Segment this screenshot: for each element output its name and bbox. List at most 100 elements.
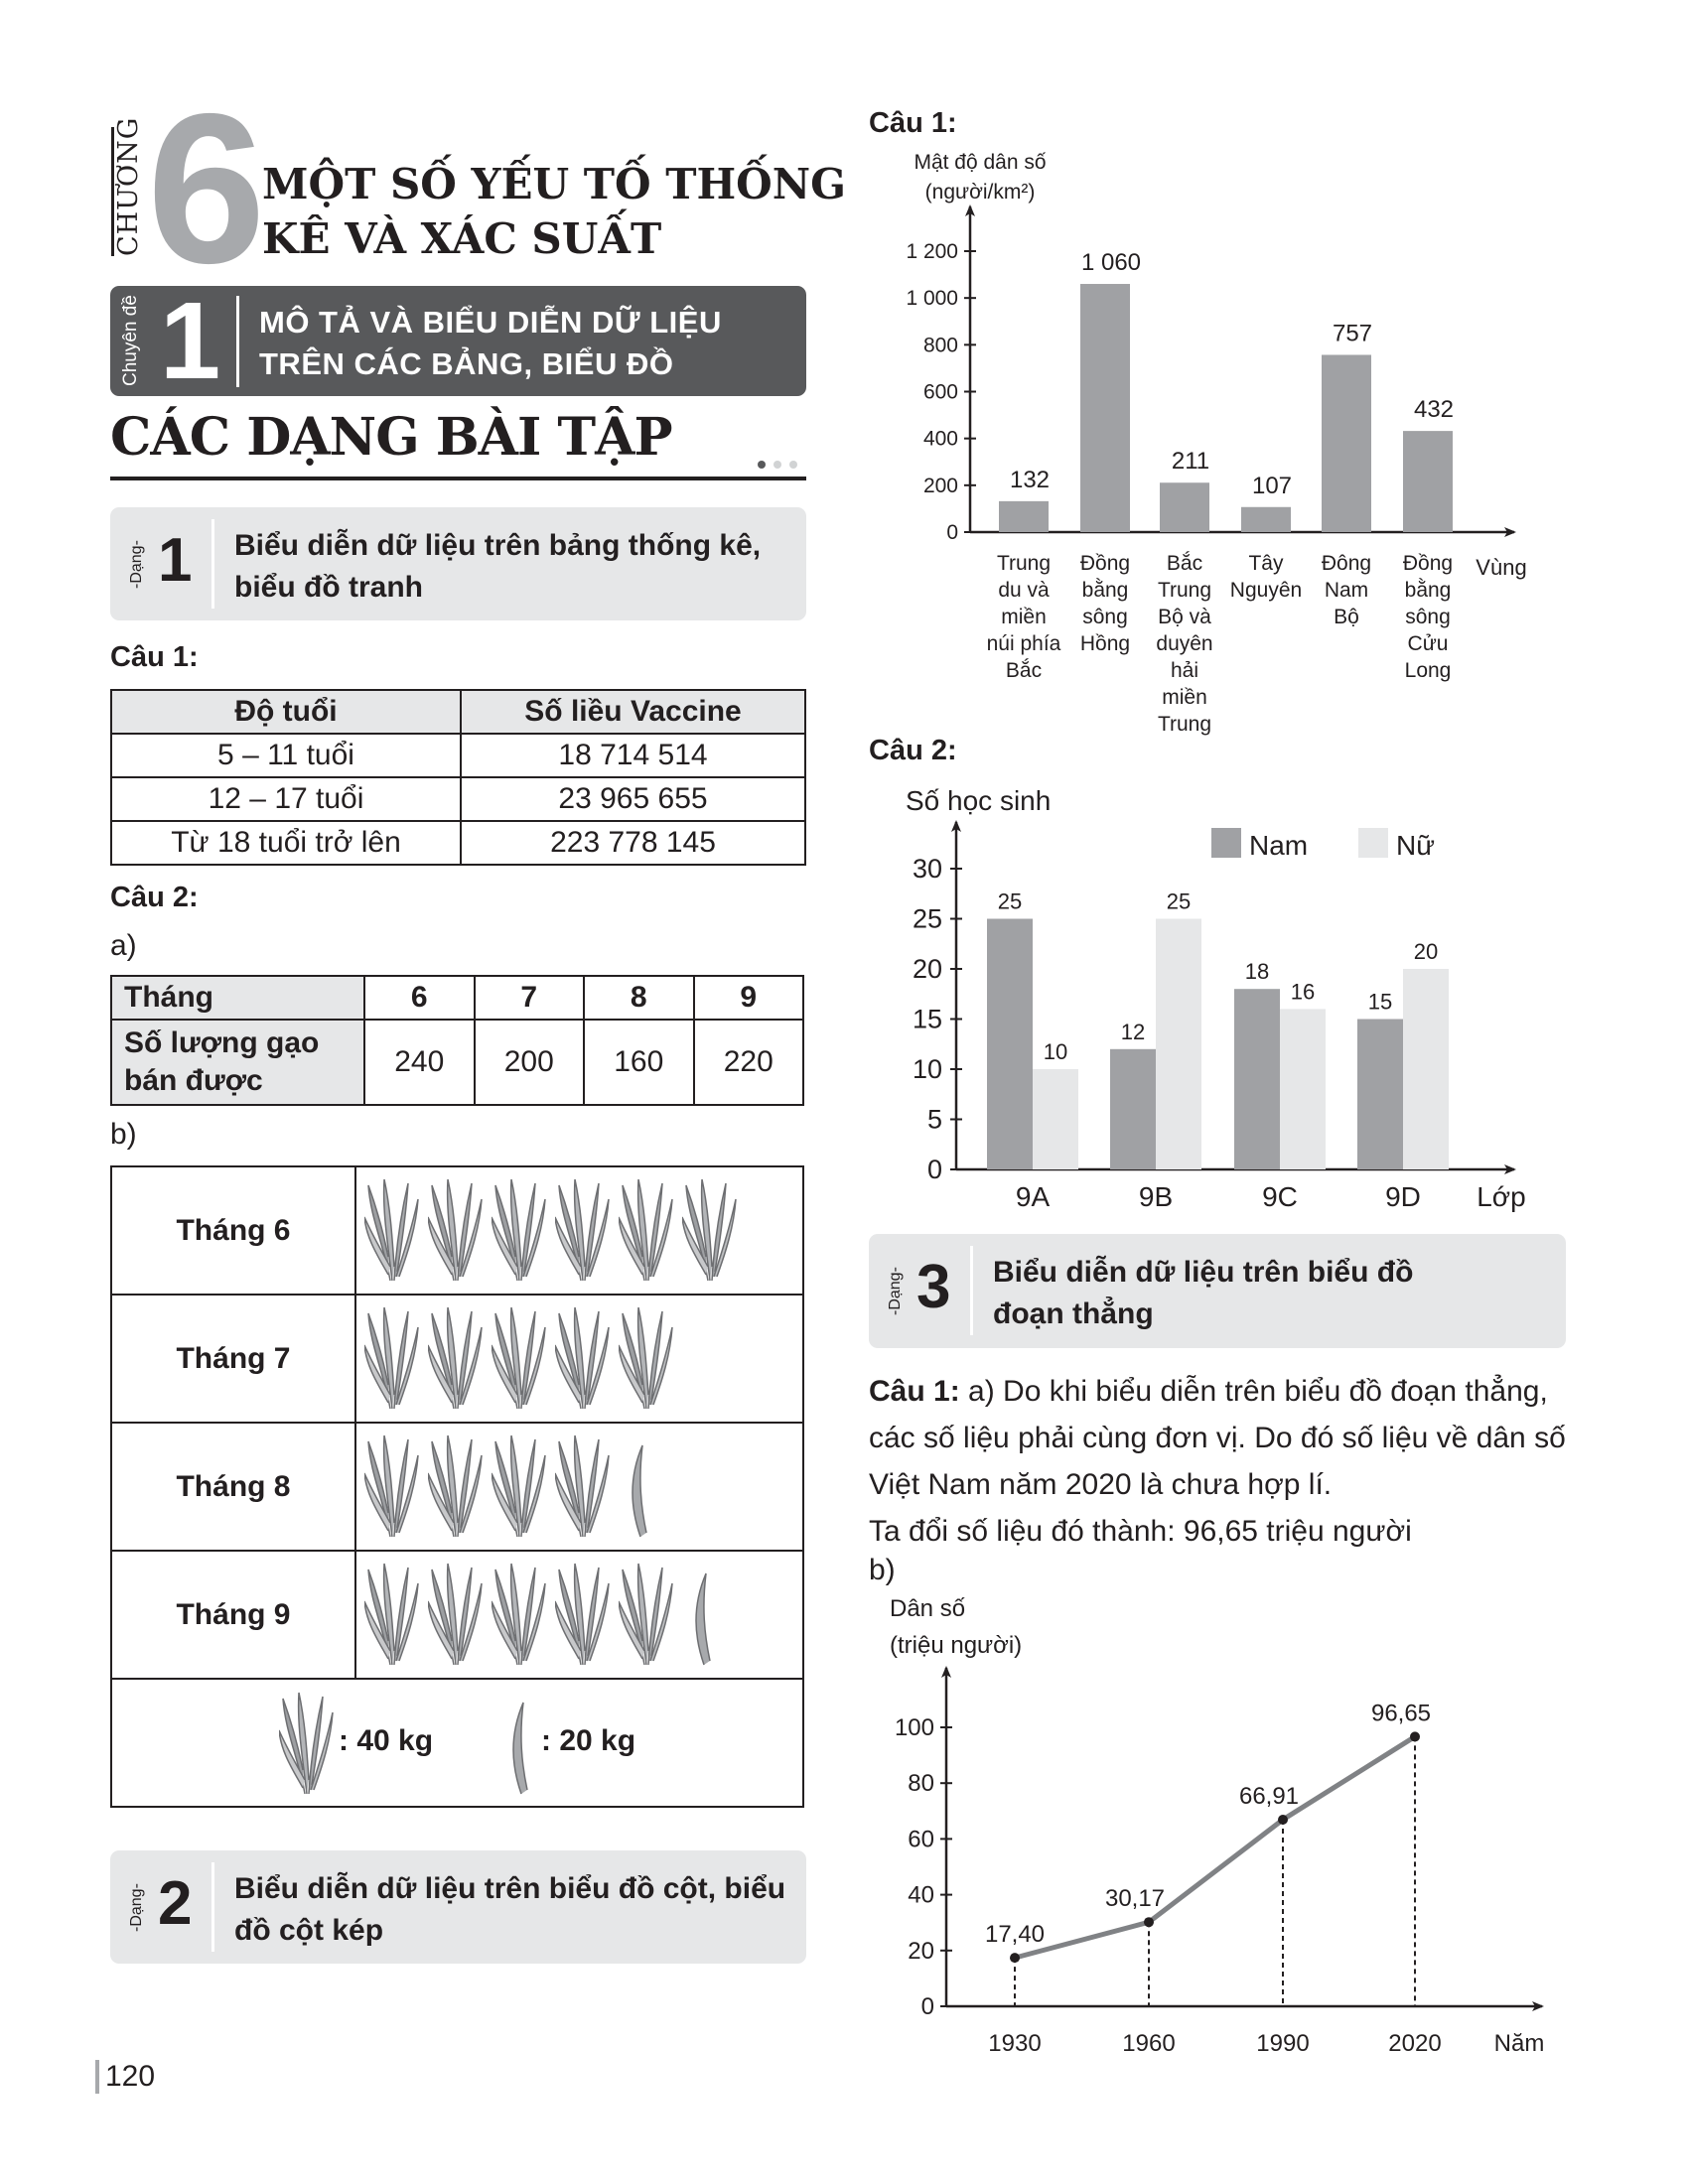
dang-3-banner: -Dạng- 3 Biểu diễn dữ liệu trên biểu đồ …	[869, 1234, 1566, 1348]
y-tick-label: 400	[923, 428, 958, 451]
rice-bundle-icon	[554, 1434, 610, 1538]
x-tick-label: hải	[1171, 659, 1198, 682]
bar	[1403, 431, 1453, 532]
table-cell: 160	[583, 1019, 695, 1106]
y-tick-label: 15	[913, 1005, 942, 1034]
x-axis-title: Vùng	[1476, 555, 1526, 580]
point-label: 30,17	[1105, 1885, 1165, 1912]
bar-nữ	[1156, 918, 1201, 1169]
x-tick-label: 9D	[1385, 1181, 1421, 1212]
legend-swatch	[1358, 828, 1388, 858]
x-tick-label: Đồng	[1403, 552, 1453, 575]
dang-label: -Dạng-	[887, 1267, 904, 1316]
bar-value-label: 25	[998, 889, 1022, 914]
table-header: 7	[473, 975, 585, 1021]
y-tick-label: 40	[908, 1882, 934, 1909]
bar-value-label: 211	[1172, 448, 1209, 475]
y-axis-title: Số học sinh	[906, 785, 1051, 816]
pictograph-row: Tháng 6	[112, 1167, 802, 1296]
x-tick-label: Bắc	[1167, 552, 1202, 575]
data-point	[1010, 1953, 1020, 1964]
x-axis-title: Lớp	[1477, 1181, 1526, 1212]
month-label: Tháng 6	[112, 1167, 356, 1294]
dang-2-banner: -Dạng- 2 Biểu diễn dữ liệu trên biểu đồ …	[110, 1850, 806, 1964]
bar	[1241, 506, 1291, 532]
table-cell: Từ 18 tuổi trở lên	[110, 820, 462, 866]
bar-value-label: 18	[1245, 959, 1269, 984]
bar-value-label: 25	[1167, 889, 1191, 914]
question-heading: Câu 2:	[110, 882, 199, 913]
point-label: 66,91	[1239, 1783, 1299, 1810]
rice-bundle-icon	[681, 1178, 737, 1282]
table-cell: 23 965 655	[460, 776, 806, 822]
paragraph-line: Việt Nam năm 2020 là chưa hợp lí.	[869, 1468, 1333, 1501]
x-tick-label: sông	[1405, 606, 1451, 628]
rice-bundle-icon	[491, 1178, 546, 1282]
rice-bundle-icon	[618, 1563, 673, 1666]
pictograph: Tháng 6 Tháng 7 Tháng 8 Tháng 9: 40 kg: 20 …	[110, 1165, 804, 1808]
icon-group	[363, 1433, 682, 1546]
table-row: 12 – 17 tuổi 23 965 655	[110, 776, 806, 822]
rice-bundle-icon	[618, 1178, 673, 1282]
population-line-chart: Dân số (triệu người) 0 20 40 60 80 100 17,40 1930…	[890, 1595, 1544, 2057]
divider	[211, 519, 214, 609]
x-tick-label: Trung	[1158, 713, 1211, 736]
bar-nữ	[1403, 969, 1449, 1169]
row-label-line: Số lượng gạo	[124, 1026, 320, 1059]
table-header: 8	[583, 975, 695, 1021]
x-tick-label: 9C	[1262, 1181, 1298, 1212]
divider	[236, 296, 239, 387]
pictograph-legend: : 40 kg: 20 kg	[112, 1681, 802, 1808]
chapter-title-line: KÊ VÀ XÁC SUẤT	[262, 214, 662, 263]
x-tick-label: Trung	[1158, 579, 1211, 602]
table-cell: 5 – 11 tuổi	[110, 733, 462, 778]
dang-title-line: Biểu diễn dữ liệu trên biểu đồ cột, biểu	[234, 1872, 786, 1905]
bar-value-label: 20	[1414, 939, 1438, 964]
answer-paragraph: Câu 1: a) Do khi biểu diễn trên biểu đồ …	[869, 1368, 1663, 1555]
topic-banner: Chuyên đề 1 MÔ TẢ VÀ BIỂU DIỄN DỮ LIỆU T…	[110, 284, 806, 398]
y-tick-label: 200	[923, 475, 958, 497]
rice-bundle-icon	[554, 1563, 610, 1666]
point-label: 96,65	[1371, 1700, 1431, 1726]
y-tick-label: 30	[913, 854, 942, 884]
rice-bundle-icon	[618, 1306, 673, 1410]
dang-number: 3	[916, 1253, 951, 1321]
legend-half-label: : 20 kg	[541, 1724, 636, 1757]
topic-title-line: MÔ TẢ VÀ BIỂU DIỄN DỮ LIỆU	[259, 305, 722, 340]
part-label: b)	[110, 1118, 137, 1151]
x-tick-label: miền	[1001, 606, 1047, 628]
x-tick-label: miền	[1162, 686, 1207, 709]
y-tick-label: 0	[921, 1993, 934, 2020]
rice-bundle-icon	[427, 1178, 483, 1282]
dang-number: 2	[158, 1869, 193, 1938]
y-axis-title: Mật độ dân số	[914, 151, 1046, 174]
rice-bundle-icon	[363, 1178, 419, 1282]
chapter-number: 6	[147, 68, 266, 308]
y-tick-label: 600	[923, 381, 958, 404]
data-line	[1014, 1734, 1417, 1961]
table-header: Số liều Vaccine	[460, 689, 806, 735]
dang-title-line: đồ cột kép	[234, 1914, 384, 1947]
x-tick-label: núi phía	[987, 632, 1061, 655]
x-tick-label: 9B	[1139, 1181, 1173, 1212]
table-header-row: Độ tuổi Số liều Vaccine	[110, 689, 806, 735]
table-header: Độ tuổi	[110, 689, 462, 735]
y-tick-label: 1 200	[906, 240, 958, 263]
x-tick-label: Đông	[1322, 552, 1371, 575]
bar-value-label: 107	[1252, 473, 1292, 499]
dang-title-line: biểu đồ tranh	[234, 571, 423, 604]
dang-title: Biểu diễn dữ liệu trên biểu đồ cột, biểu…	[234, 1868, 785, 1952]
dang-label: -Dạng-	[128, 1883, 145, 1933]
table-header: 6	[363, 975, 476, 1021]
dang-number: 1	[158, 526, 193, 595]
y-tick-label: 1 000	[906, 287, 958, 310]
rice-bundle-icon	[554, 1306, 610, 1410]
chapter-label: CHƯƠNG	[111, 116, 144, 256]
table-cell: 18 714 514	[460, 733, 806, 778]
rice-bundle-icon	[491, 1563, 546, 1666]
bar-value-label: 1 060	[1081, 249, 1141, 276]
paragraph-line: Câu 1: a) Do khi biểu diễn trên biểu đồ …	[869, 1368, 1663, 1415]
dang-title: Biểu diễn dữ liệu trên biểu đồ đoạn thẳn…	[993, 1252, 1413, 1335]
x-tick-label: Bắc	[1006, 659, 1042, 682]
x-tick-label: sông	[1082, 606, 1128, 628]
